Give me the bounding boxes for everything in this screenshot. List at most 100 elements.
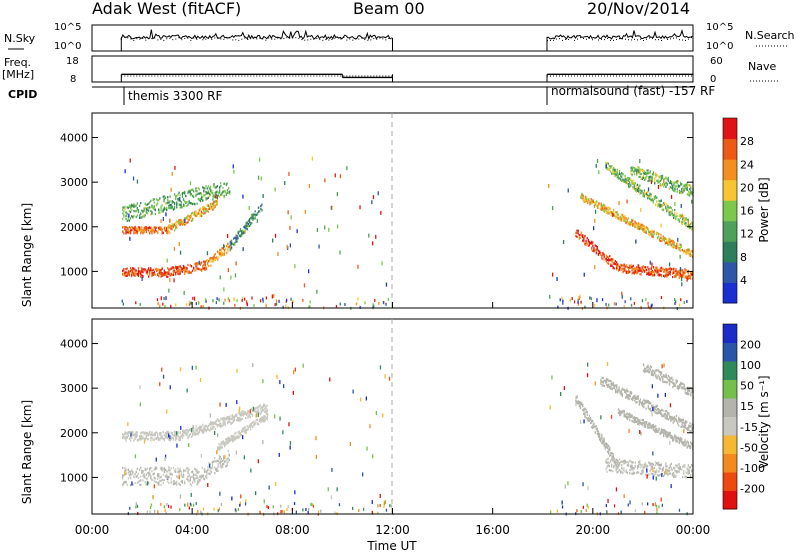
velocity-pixel <box>629 392 631 395</box>
nsearch-dot <box>316 38 318 40</box>
power-pixel <box>173 193 176 196</box>
power-pixel <box>664 242 667 245</box>
power-pixel <box>674 182 676 185</box>
nsearch-dot <box>340 38 342 40</box>
power-pixel <box>634 225 636 228</box>
nsearch-dot <box>241 38 243 40</box>
power-pixel <box>636 173 638 176</box>
velocity-pixel <box>611 464 613 467</box>
velocity-pixel <box>168 468 170 472</box>
velocity-pixel <box>643 464 645 467</box>
power-pixel <box>575 234 577 237</box>
velocity-pixel <box>211 422 213 425</box>
power-pixel <box>635 270 638 273</box>
power-pixel <box>206 251 209 256</box>
velocity-pixel <box>608 380 610 383</box>
velocity-pixel <box>182 473 185 476</box>
power-pixel <box>359 305 361 309</box>
freq-tick-top: 18 <box>66 56 79 67</box>
power-pixel <box>588 242 591 245</box>
velocity-pixel <box>237 418 239 421</box>
power-pixel <box>638 190 640 193</box>
power-pixel <box>582 234 584 237</box>
velocity-pixel <box>630 397 633 401</box>
velocity-pixel <box>153 479 155 482</box>
power-pixel <box>128 226 131 229</box>
power-pixel <box>208 264 210 267</box>
velocity-pixel <box>664 429 666 432</box>
velocity-pixel <box>184 469 186 472</box>
power-pixel <box>153 270 155 273</box>
power-pixel <box>294 264 296 269</box>
velocity-pixel <box>173 434 176 437</box>
power-pixel <box>624 215 626 218</box>
velocity-pixel <box>162 431 164 434</box>
velocity-pixel <box>234 435 236 439</box>
velocity-pixel <box>666 465 668 468</box>
velocity-pixel <box>159 433 161 436</box>
velocity-pixel <box>122 433 124 436</box>
velocity-pixel <box>210 428 212 431</box>
velocity-pixel <box>661 431 664 434</box>
power-pixel <box>288 171 290 176</box>
velocity-pixel <box>650 472 652 475</box>
velocity-pixel <box>233 417 235 421</box>
velocity-pixel <box>203 431 205 434</box>
power-pixel <box>651 199 653 202</box>
nsearch-dot <box>253 37 255 39</box>
power-pixel <box>181 192 184 196</box>
velocity-pixel <box>252 409 255 413</box>
power-pixel <box>612 262 614 265</box>
power-pixel <box>635 184 638 187</box>
velocity-pixel <box>122 475 124 479</box>
velocity-pixel <box>616 471 618 474</box>
velocity-pixel <box>146 471 149 474</box>
nsearch-dot <box>334 37 336 39</box>
power-pixel <box>682 269 684 272</box>
power-pixel <box>184 266 186 269</box>
power-pixel <box>225 193 227 196</box>
power-pixel <box>607 162 609 165</box>
power-pixel <box>656 271 658 274</box>
power-pixel <box>150 227 152 230</box>
velocity-pixel <box>125 437 127 440</box>
power-colorbar-frame <box>722 117 738 304</box>
velocity-pixel <box>251 413 254 416</box>
velocity-pixel <box>134 436 136 439</box>
velocity-pixel <box>207 424 210 427</box>
nsearch-dot <box>574 39 576 41</box>
power-pixel <box>123 269 125 272</box>
power-pixel <box>212 260 214 263</box>
velocity-pixel <box>218 448 220 451</box>
power-pixel <box>217 250 219 253</box>
power-pixel <box>324 225 326 230</box>
power-pixel <box>682 276 684 279</box>
power-pixel <box>618 172 621 176</box>
velocity-pixel <box>647 364 649 367</box>
power-pixel <box>657 185 660 189</box>
velocity-pixel <box>678 418 680 421</box>
velocity-pixel <box>640 403 643 406</box>
velocity-pixel <box>609 379 611 382</box>
velocity-pixel <box>662 466 665 469</box>
power-pixel <box>154 268 156 271</box>
velocity-pixel <box>683 470 685 473</box>
nsearch-dot <box>367 39 369 41</box>
power-pixel <box>593 204 596 207</box>
velocity-pixel <box>212 421 214 425</box>
power-pixel <box>160 228 162 231</box>
velocity-pixel <box>691 426 693 430</box>
velocity-pixel <box>639 401 642 404</box>
velocity-pixel <box>658 463 660 467</box>
velocity-pixel <box>605 461 607 464</box>
velocity-pixel <box>145 468 147 471</box>
power-pixel <box>637 169 639 172</box>
power-pixel <box>208 195 211 198</box>
velocity-pixel <box>675 464 677 467</box>
power-pixel <box>656 266 658 269</box>
velocity-pixel <box>658 470 660 473</box>
power-pixel <box>584 198 587 201</box>
velocity-pixel <box>639 398 642 401</box>
velocity-pixel <box>615 468 617 472</box>
power-pixel <box>162 273 164 276</box>
